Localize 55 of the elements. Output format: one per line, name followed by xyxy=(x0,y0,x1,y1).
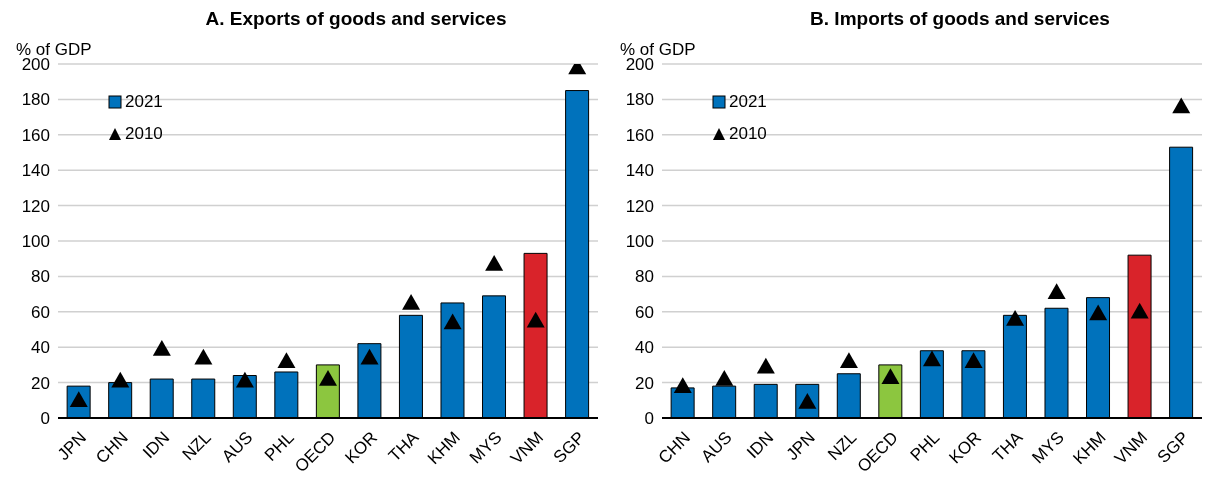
y-tick-label: 0 xyxy=(644,409,654,429)
y-tick-label: 160 xyxy=(21,125,50,145)
point xyxy=(526,311,545,328)
y-tick-label: 20 xyxy=(31,373,50,393)
y-tick-label: 40 xyxy=(635,338,654,358)
point xyxy=(715,370,734,386)
y-tick-label: 80 xyxy=(31,267,50,287)
point xyxy=(923,350,941,367)
y-tick-label: 160 xyxy=(625,125,654,145)
x-tick-label: IDN xyxy=(743,427,778,463)
legend-label: 2021 xyxy=(125,92,163,112)
point xyxy=(881,368,900,385)
y-tick-label: 140 xyxy=(625,161,654,181)
point xyxy=(152,339,171,356)
point xyxy=(485,255,504,271)
y-tick-label: 180 xyxy=(625,90,654,110)
point xyxy=(1172,97,1191,114)
legend-label: 2021 xyxy=(729,92,767,112)
point xyxy=(964,352,983,369)
x-tick-label: PHL xyxy=(906,427,944,465)
point xyxy=(235,371,254,388)
y-tick-label: 120 xyxy=(625,196,654,216)
y-tick-label: 60 xyxy=(635,302,654,322)
point xyxy=(1006,309,1025,326)
y-tick-label: 120 xyxy=(21,196,50,216)
x-tick-label: NZL xyxy=(178,427,215,465)
point xyxy=(319,370,337,386)
point xyxy=(756,357,775,374)
y-tick-label: 0 xyxy=(40,409,50,429)
x-tick-label: THA xyxy=(988,427,1027,466)
point xyxy=(111,371,130,388)
point xyxy=(194,348,213,365)
y-tick-label: 180 xyxy=(21,90,50,110)
legend-label: 2010 xyxy=(729,124,767,144)
point xyxy=(443,313,462,330)
point xyxy=(839,352,858,369)
y-tick-label: 60 xyxy=(31,302,50,322)
y-tick-label: 100 xyxy=(21,232,50,252)
point xyxy=(1047,283,1066,300)
x-tick-label: THA xyxy=(384,427,423,466)
y-tick-label: 140 xyxy=(21,161,50,181)
x-tick-label: IDN xyxy=(139,427,174,463)
y-tick-label: 40 xyxy=(31,338,50,358)
point xyxy=(360,348,379,365)
point xyxy=(673,377,692,393)
y-tick-label: 20 xyxy=(635,373,654,393)
point xyxy=(277,352,296,369)
y-tick-label: 100 xyxy=(625,232,654,252)
point xyxy=(402,293,421,310)
point xyxy=(1089,304,1108,321)
chart-title: B. Imports of goods and services xyxy=(809,8,1111,31)
y-tick-label: 80 xyxy=(635,267,654,287)
chart-title: A. Exports of goods and services xyxy=(204,8,508,31)
legend-label: 2010 xyxy=(125,124,163,144)
point xyxy=(1130,302,1149,319)
